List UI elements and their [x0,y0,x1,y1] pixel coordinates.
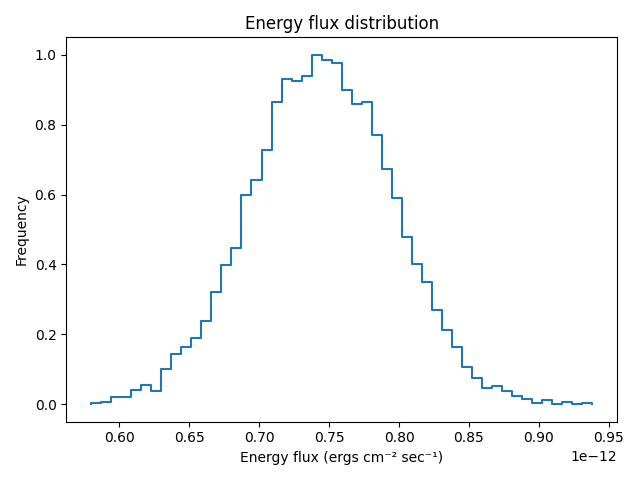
Y-axis label: Frequency: Frequency [15,193,29,265]
Title: Energy flux distribution: Energy flux distribution [244,15,438,33]
X-axis label: Energy flux (ergs cm⁻² sec⁻¹): Energy flux (ergs cm⁻² sec⁻¹) [240,451,443,465]
